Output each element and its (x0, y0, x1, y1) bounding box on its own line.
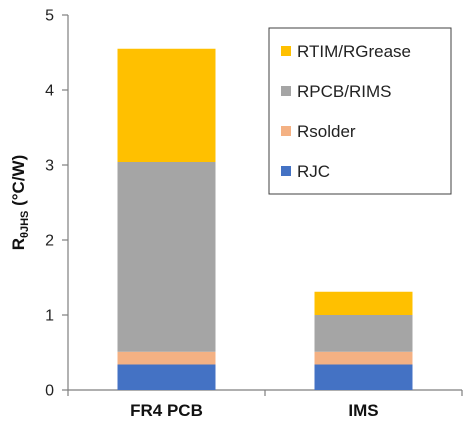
legend-box (268, 27, 452, 195)
y-tick-label: 1 (45, 308, 54, 325)
legend-label: RJC (297, 162, 330, 181)
y-tick-label: 5 (45, 8, 54, 25)
y-axis-title-main: R (9, 238, 28, 250)
y-axis-title-unit: (°C/W) (9, 155, 28, 211)
bar-segment (117, 162, 216, 352)
legend-label: RTIM/RGrease (297, 42, 411, 61)
bar-segment (117, 351, 216, 365)
x-category-label: IMS (348, 401, 378, 420)
legend-swatch (281, 46, 291, 56)
bar-segment (117, 364, 216, 390)
bar-segment (314, 315, 413, 352)
y-ticks: 0 1 2 3 4 5 (45, 8, 68, 400)
x-category-label: FR4 PCB (130, 401, 203, 420)
y-axis-label: RθJHS (°C/W) (9, 155, 31, 251)
bar-segment (314, 351, 413, 365)
y-tick-label: 4 (45, 83, 54, 100)
y-tick-label: 3 (45, 158, 54, 175)
bar-segment (314, 291, 413, 315)
legend-label: Rsolder (297, 122, 356, 141)
x-categories: FR4 PCB IMS (130, 401, 378, 420)
y-tick-label: 2 (45, 233, 54, 250)
legend-label: RPCB/RIMS (297, 82, 391, 101)
bar-segment (314, 364, 413, 390)
legend-swatch (281, 86, 291, 96)
y-tick-label: 0 (45, 383, 54, 400)
legend-swatch (281, 126, 291, 136)
legend-swatch (281, 166, 291, 176)
y-axis-title: RθJHS (°C/W) (9, 155, 31, 251)
legend: RTIM/RGrease RPCB/RIMS Rsolder RJC (268, 27, 452, 195)
y-axis-title-subscript: θJHS (19, 211, 31, 238)
bars (117, 48, 413, 390)
bar-segment (117, 48, 216, 162)
